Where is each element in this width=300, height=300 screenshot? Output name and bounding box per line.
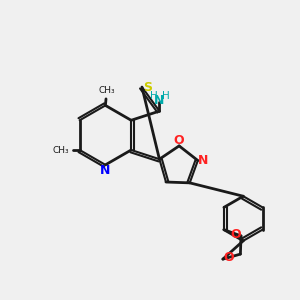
Text: CH₃: CH₃ [52, 146, 69, 154]
Text: O: O [223, 251, 233, 264]
Text: CH₃: CH₃ [99, 86, 115, 95]
Text: H: H [162, 91, 170, 101]
Text: H: H [150, 91, 158, 101]
Text: N: N [154, 94, 165, 107]
Text: N: N [198, 154, 208, 167]
Text: N: N [100, 164, 111, 177]
Text: S: S [143, 80, 152, 94]
Text: O: O [174, 134, 184, 147]
Text: O: O [230, 228, 241, 241]
